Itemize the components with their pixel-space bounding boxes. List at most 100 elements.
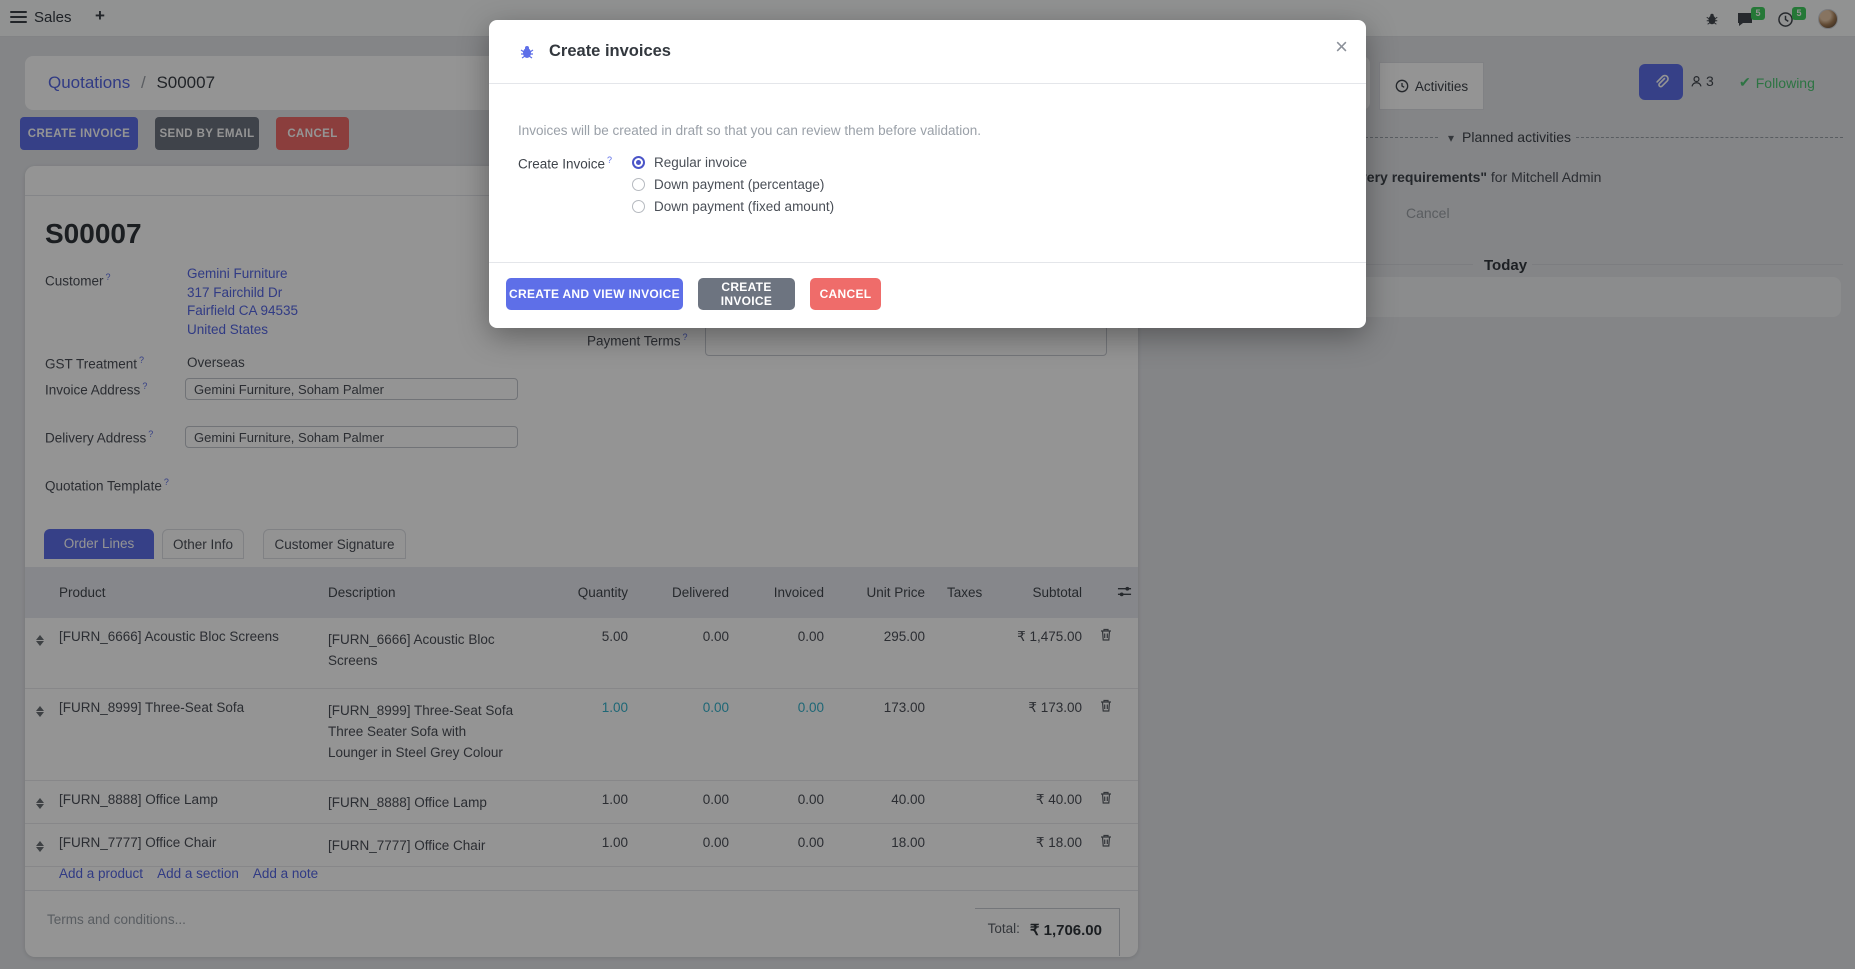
cell-invoiced: 0.00 xyxy=(797,700,824,715)
order-line-row[interactable]: [FURN_8888] Office Lamp [FURN_8888] Offic… xyxy=(25,781,1138,824)
delete-row-icon[interactable] xyxy=(1091,627,1121,647)
radio-unselected-icon[interactable] xyxy=(632,178,645,191)
tab-order-lines[interactable]: Order Lines xyxy=(44,529,154,559)
add-a-product-link[interactable]: Add a product xyxy=(59,866,144,881)
column-header-subtotal[interactable]: Subtotal xyxy=(1032,585,1082,600)
payment-terms-input[interactable] xyxy=(705,325,1107,356)
delivery-address-input[interactable] xyxy=(185,426,518,448)
column-header-delivered[interactable]: Delivered xyxy=(671,585,729,600)
cell-description: [FURN_6666] Acoustic Bloc Screens xyxy=(328,629,586,671)
create-invoice-button[interactable]: CREATE INVOICE xyxy=(20,117,138,150)
record-name: S00007 xyxy=(45,218,142,249)
planned-divider-right xyxy=(1576,137,1843,138)
cell-description: [FURN_7777] Office Chair xyxy=(328,835,586,856)
cell-delivered: 0.00 xyxy=(702,700,729,715)
caret-down-icon[interactable]: ▾ xyxy=(1448,131,1455,145)
column-header-taxes[interactable]: Taxes xyxy=(947,585,983,600)
terms-divider xyxy=(25,890,1138,891)
cell-delivered: 0.00 xyxy=(702,835,729,850)
breadcrumb: Quotations / S00007 xyxy=(48,73,215,93)
column-header-description[interactable]: Description xyxy=(328,585,396,600)
attachments-button[interactable] xyxy=(1639,64,1683,100)
customer-value: Gemini Furniture 317 Fairchild Dr Fairfiel… xyxy=(187,265,298,339)
column-header-product[interactable]: Product xyxy=(59,585,106,600)
send-by-email-button[interactable]: SEND BY EMAIL xyxy=(155,117,259,150)
modal-create-invoice-button[interactable]: CREATE INVOICE xyxy=(698,278,795,310)
modal-cancel-button[interactable]: CANCEL xyxy=(810,278,881,310)
activities-box: Activities xyxy=(1379,62,1484,110)
activity-summary: very requirements" xyxy=(1359,169,1488,185)
drag-handle-icon[interactable] xyxy=(35,705,45,718)
delete-row-icon[interactable] xyxy=(1091,833,1121,853)
app-name[interactable]: Sales xyxy=(34,9,72,26)
customer-link-line[interactable]: 317 Fairchild Dr xyxy=(187,284,283,300)
order-line-row[interactable]: [FURN_6666] Acoustic Bloc Screens [FURN_6… xyxy=(25,618,1138,689)
cell-subtotal: ₹ 40.00 xyxy=(1035,792,1082,807)
optional-columns-icon[interactable] xyxy=(1117,584,1132,599)
total-value: ₹ 1,706.00 xyxy=(1029,922,1102,939)
cell-unit-price: 173.00 xyxy=(883,700,925,715)
radio-selected-icon[interactable] xyxy=(632,156,645,169)
followers-count: 3 xyxy=(1706,73,1714,89)
user-avatar[interactable] xyxy=(1818,9,1838,29)
create-invoice-help-icon: ? xyxy=(607,155,613,165)
payment-terms-label: Payment Terms? xyxy=(587,332,688,349)
drag-handle-icon[interactable] xyxy=(35,634,45,647)
order-line-row[interactable]: [FURN_7777] Office Chair [FURN_7777] Offi… xyxy=(25,824,1138,867)
create-and-view-invoice-button[interactable]: CREATE AND VIEW INVOICE xyxy=(506,278,683,310)
gst-help-icon: ? xyxy=(139,355,145,365)
invoice-address-help-icon: ? xyxy=(142,381,148,391)
cell-product: [FURN_6666] Acoustic Bloc Screens xyxy=(59,629,279,644)
modal-footer: CREATE AND VIEW INVOICE CREATE INVOICE C… xyxy=(489,262,1366,328)
hamburger-menu-icon[interactable] xyxy=(10,11,27,25)
activity-count-badge: 5 xyxy=(1792,7,1806,20)
customer-link-line[interactable]: United States xyxy=(187,321,269,337)
column-header-quantity[interactable]: Quantity xyxy=(577,585,628,600)
column-header-unit-price[interactable]: Unit Price xyxy=(866,585,925,600)
activity-cancel-button[interactable]: Cancel xyxy=(1406,205,1450,221)
breadcrumb-quotations-link[interactable]: Quotations xyxy=(48,73,131,92)
cancel-quotation-button[interactable]: CANCEL xyxy=(276,117,349,150)
drag-handle-icon[interactable] xyxy=(35,840,45,853)
activity-clock-icon[interactable] xyxy=(1778,12,1793,27)
check-icon: ✔ xyxy=(1739,74,1751,90)
delete-row-icon[interactable] xyxy=(1091,790,1121,810)
invoice-address-input[interactable] xyxy=(185,378,518,400)
radio-unselected-icon[interactable] xyxy=(632,200,645,213)
customer-link-line[interactable]: Gemini Furniture xyxy=(187,266,288,281)
customer-link-line[interactable]: Fairfield CA 94535 xyxy=(187,303,299,318)
tab-customer-signature[interactable]: Customer Signature xyxy=(263,529,406,559)
cell-subtotal: ₹ 173.00 xyxy=(1028,700,1082,715)
followers-button[interactable]: 3 xyxy=(1690,73,1714,89)
person-icon xyxy=(1691,75,1702,87)
radio-option-regular-invoice[interactable]: Regular invoice xyxy=(632,155,747,170)
modal-description: Invoices will be created in draft so tha… xyxy=(518,123,981,138)
description-line: [FURN_6666] Acoustic Bloc xyxy=(328,632,495,647)
cell-product: [FURN_8888] Office Lamp xyxy=(59,792,218,807)
plus-icon[interactable]: + xyxy=(95,6,105,25)
bug-icon[interactable] xyxy=(1705,12,1719,26)
cell-quantity: 1.00 xyxy=(601,792,628,807)
close-icon[interactable]: × xyxy=(1335,34,1348,59)
activities-label: Activities xyxy=(1414,78,1469,94)
cell-invoiced: 0.00 xyxy=(797,629,824,644)
terms-and-conditions-input[interactable]: Terms and conditions... xyxy=(47,912,186,927)
add-a-section-link[interactable]: Add a section xyxy=(157,866,239,881)
following-button[interactable]: ✔ Following xyxy=(1739,74,1815,91)
delete-row-icon[interactable] xyxy=(1091,698,1121,718)
order-line-row[interactable]: [FURN_8999] Three-Seat Sofa [FURN_8999] T… xyxy=(25,689,1138,781)
drag-handle-icon[interactable] xyxy=(35,797,45,810)
delivery-address-label: Delivery Address? xyxy=(45,429,154,446)
breadcrumb-separator: / xyxy=(140,73,146,92)
activities-button[interactable]: Activities xyxy=(1380,63,1483,109)
tab-other-info[interactable]: Other Info xyxy=(162,529,244,559)
column-header-invoiced[interactable]: Invoiced xyxy=(773,585,824,600)
radio-option-down-payment-percentage-[interactable]: Down payment (percentage) xyxy=(632,177,824,192)
radio-option-down-payment-fixed-amount-[interactable]: Down payment (fixed amount) xyxy=(632,199,834,214)
description-line: Three Seater Sofa with xyxy=(328,724,467,739)
totals-box: Total: ₹ 1,706.00 xyxy=(975,908,1120,956)
add-a-note-link[interactable]: Add a note xyxy=(252,866,319,881)
messages-icon[interactable] xyxy=(1737,12,1753,27)
cell-subtotal: ₹ 1,475.00 xyxy=(1017,629,1082,644)
